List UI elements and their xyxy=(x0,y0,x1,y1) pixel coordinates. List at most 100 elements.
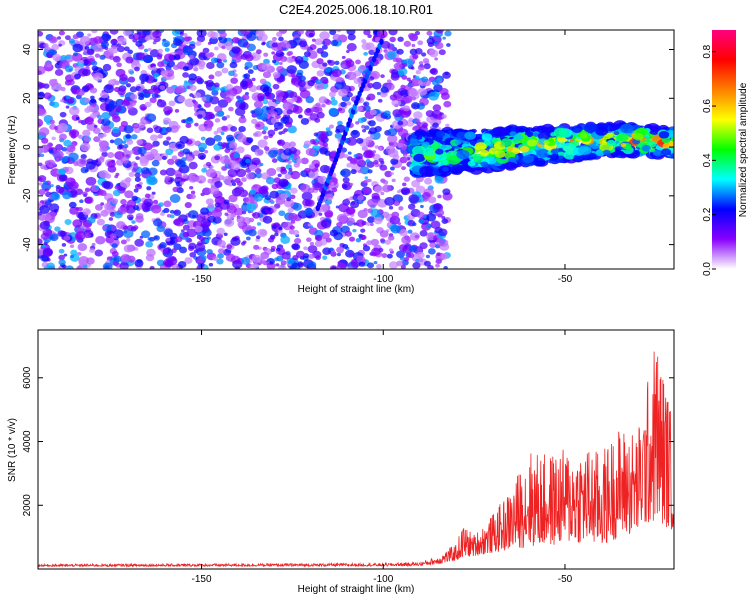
noise-blob xyxy=(38,108,45,117)
noise-blob xyxy=(117,206,128,215)
noise-blob xyxy=(214,202,221,208)
noise-blob xyxy=(257,95,265,102)
noise-blob xyxy=(363,102,368,106)
noise-blob xyxy=(129,70,135,75)
noise-blob xyxy=(97,157,105,163)
signal-blob xyxy=(474,142,487,151)
colorbar-tick-label: 0.6 xyxy=(702,99,713,113)
noise-blob xyxy=(413,111,423,120)
noise-blob xyxy=(358,64,367,71)
noise-blob xyxy=(206,248,213,255)
noise-blob xyxy=(336,252,341,257)
noise-blob xyxy=(443,100,452,108)
noise-blob xyxy=(388,205,394,210)
noise-blob xyxy=(178,168,183,172)
noise-blob xyxy=(435,263,440,268)
noise-blob xyxy=(109,30,119,35)
noise-blob xyxy=(432,122,439,129)
noise-blob xyxy=(355,237,362,243)
noise-blob xyxy=(253,244,260,250)
noise-blob xyxy=(38,118,44,127)
noise-blob xyxy=(153,235,160,241)
noise-blob xyxy=(149,134,158,141)
noise-blob xyxy=(408,117,414,122)
noise-blob xyxy=(366,262,375,269)
noise-blob xyxy=(292,155,297,160)
noise-blob xyxy=(336,246,344,254)
noise-blob xyxy=(216,58,222,64)
noise-blob xyxy=(220,155,231,165)
noise-blob xyxy=(75,116,80,121)
noise-blob xyxy=(284,173,292,180)
noise-blob xyxy=(221,142,227,147)
colorbar-tick-label: 0.8 xyxy=(702,44,713,58)
noise-blob xyxy=(336,262,347,269)
noise-blob xyxy=(318,133,328,142)
noise-blob xyxy=(179,135,189,144)
noise-blob xyxy=(64,35,71,41)
noise-blob xyxy=(346,162,353,168)
noise-blob xyxy=(72,43,83,53)
noise-blob xyxy=(277,139,286,146)
noise-blob xyxy=(53,84,61,91)
noise-blob xyxy=(288,168,293,172)
noise-blob xyxy=(406,119,415,127)
noise-blob xyxy=(409,48,418,56)
noise-blob xyxy=(257,228,268,238)
noise-blob xyxy=(425,254,430,259)
noise-blob xyxy=(200,207,210,215)
noise-blob xyxy=(85,176,97,186)
spectrogram-panel: -150 -100 -50 -40 -20 0 20 40 Height of straig… xyxy=(7,29,675,295)
noise-blob xyxy=(143,30,151,36)
noise-blob xyxy=(175,64,180,69)
noise-blob xyxy=(141,230,151,239)
noise-blob xyxy=(321,232,330,240)
noise-blob xyxy=(203,101,211,108)
noise-blob xyxy=(304,167,311,174)
noise-blob xyxy=(417,87,428,96)
y-tick-label: -20 xyxy=(22,188,33,203)
noise-blob xyxy=(367,178,372,183)
noise-blob xyxy=(419,229,428,237)
noise-blob xyxy=(291,96,298,102)
signal-blob xyxy=(500,138,513,147)
noise-blob xyxy=(147,88,154,95)
noise-blob xyxy=(49,149,54,154)
noise-blob xyxy=(164,228,173,236)
noise-blob xyxy=(287,50,294,56)
noise-blob xyxy=(373,216,383,225)
noise-blob xyxy=(90,102,97,108)
noise-blob xyxy=(336,120,343,126)
noise-blob xyxy=(280,116,290,124)
noise-blob xyxy=(236,146,245,154)
noise-blob xyxy=(126,139,134,145)
noise-blob xyxy=(292,105,303,114)
noise-blob xyxy=(53,209,59,213)
noise-blob xyxy=(84,232,91,239)
noise-blob xyxy=(433,203,442,210)
noise-blob xyxy=(186,156,194,163)
noise-blob xyxy=(254,148,264,157)
noise-blob xyxy=(176,159,186,168)
noise-blob xyxy=(152,218,163,227)
noise-blob xyxy=(324,193,334,201)
noise-blob xyxy=(57,122,69,132)
noise-blob xyxy=(390,171,394,176)
noise-blob xyxy=(421,76,429,83)
noise-blob xyxy=(412,261,421,269)
noise-blob xyxy=(416,251,425,259)
noise-blob xyxy=(304,208,314,216)
noise-blob xyxy=(275,50,284,58)
noise-blob xyxy=(423,260,431,267)
noise-blob xyxy=(238,116,247,124)
noise-blob xyxy=(209,165,214,169)
noise-blob xyxy=(272,71,281,79)
noise-blob xyxy=(380,86,389,93)
noise-blob xyxy=(355,105,363,112)
noise-blob xyxy=(287,160,292,165)
noise-blob xyxy=(102,225,108,230)
noise-blob xyxy=(290,187,298,194)
noise-blob xyxy=(380,74,385,79)
noise-blob xyxy=(92,43,103,53)
noise-blob xyxy=(157,48,163,54)
